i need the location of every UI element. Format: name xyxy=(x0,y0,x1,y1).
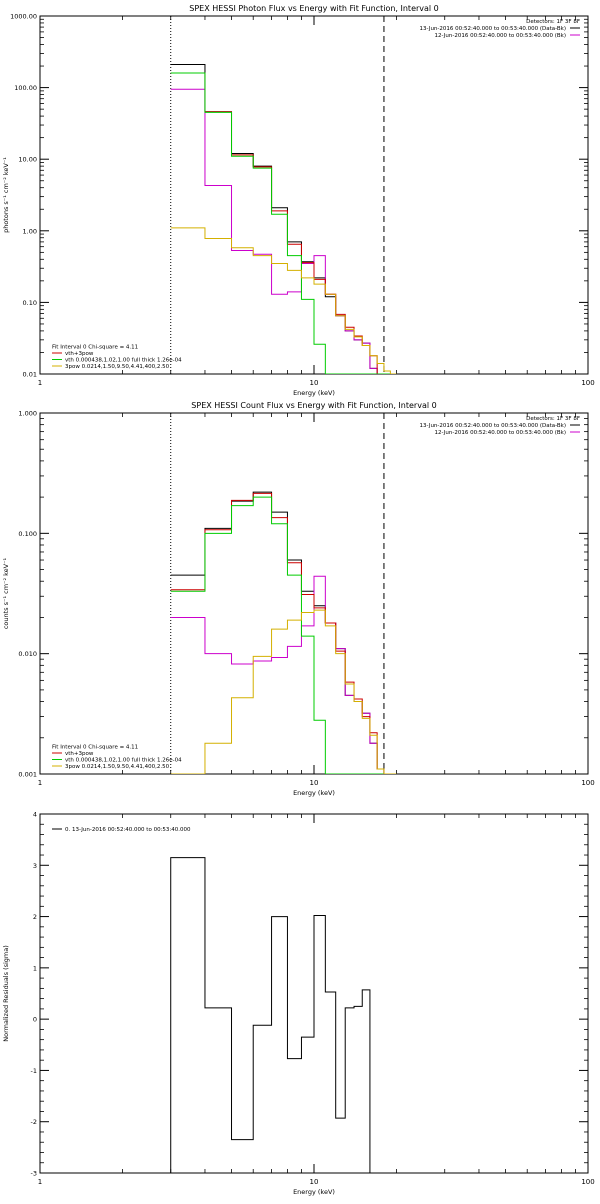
y-tick-label: -2 xyxy=(31,1118,37,1126)
y-tick-label: 0 xyxy=(33,1016,37,1024)
x-tick-label: 10 xyxy=(310,1178,319,1186)
y-tick-label: 0.10 xyxy=(23,299,37,307)
y-axis-label: counts s⁻¹ cm⁻² keV⁻¹ xyxy=(2,557,10,629)
series-group xyxy=(170,491,397,774)
y-tick-label: 0.010 xyxy=(18,650,37,658)
y-tick-label: 4 xyxy=(33,811,37,819)
x-tick-label: 1 xyxy=(38,379,42,387)
series-group xyxy=(170,857,384,1173)
legend-bottom-text: 3pow 0.0214,1.50,9.50,4.41,400,2.50 xyxy=(65,364,170,370)
y-axis-label: Normalized Residuals (sigma) xyxy=(2,945,10,1042)
series-3-line xyxy=(170,72,397,374)
legend-bottom-text: Fit Interval 0 Chi-square = 4.11 xyxy=(52,345,138,351)
x-tick-label: 100 xyxy=(581,779,594,787)
y-tick-label: 2 xyxy=(33,913,37,921)
y-tick-label: 0.01 xyxy=(23,371,37,379)
chart-title: SPEX HESSI Photon Flux vs Energy with Fi… xyxy=(189,4,439,13)
series-4-line xyxy=(170,227,397,374)
y-tick-label: 10.00 xyxy=(18,156,37,164)
x-tick-label: 100 xyxy=(581,1178,594,1186)
y-tick-label: 0.100 xyxy=(18,530,37,538)
y-tick-label: 1 xyxy=(33,964,37,972)
x-tick-label: 10 xyxy=(310,379,319,387)
y-tick-label: 0.001 xyxy=(18,771,37,779)
chart-panel-1: 1 10 100 0.01 0.10 1.00 10.00 100.00 1000.00 SPEX… xyxy=(2,4,595,397)
y-axis-label: photons s⁻¹ cm⁻² keV⁻¹ xyxy=(2,157,10,233)
legend-bottom-text: 3pow 0.0214,1.50,9.50,4.41,400,2.50 xyxy=(65,764,170,770)
legend-top-text: 13-Jun-2016 00:52:40.000 to 00:53:40.000… xyxy=(420,26,566,32)
chart-panel-3: 1 10 100 -3 -2 -1 0 1 2 3 4 Energy (keV) Normalized … xyxy=(2,811,595,1197)
series-4-line xyxy=(170,609,397,774)
legend-top-text: 13-Jun-2016 00:52:40.000 to 00:53:40.000… xyxy=(420,423,566,429)
x-axis-label: Energy (keV) xyxy=(293,789,335,797)
x-tick-label: 1 xyxy=(38,1178,42,1186)
chart-title: SPEX HESSI Count Flux vs Energy with Fit… xyxy=(191,401,436,410)
legend-top-text: 12-Jun-2016 00:52:40.000 to 00:53:40.000… xyxy=(434,430,566,436)
x-axis-label: Energy (keV) xyxy=(293,389,335,397)
legend-bottom-text: vth+3pow xyxy=(65,751,94,757)
series-3-line xyxy=(170,496,397,774)
legend-bottom-text: vth 0.000438,1.02,1.00 full thick 1.26e-… xyxy=(65,358,182,364)
x-tick-label: 100 xyxy=(581,379,594,387)
legend-top-text: 12-Jun-2016 00:52:40.000 to 00:53:40.000… xyxy=(434,33,566,39)
legend-text: 0. 13-Jun-2016 00:52:40.000 to 00:53:40.… xyxy=(65,827,191,833)
y-tick-label: 3 xyxy=(33,862,37,870)
y-tick-label: 1.000 xyxy=(18,410,37,418)
y-tick-label: -1 xyxy=(31,1067,37,1075)
legend-bottom-text: vth+3pow xyxy=(65,351,94,357)
x-tick-label: 1 xyxy=(38,779,42,787)
legend-top-text: Detectors: 1F 3F 8F xyxy=(526,19,580,25)
legend-top-text: Detectors: 1F 3F 8F xyxy=(526,416,580,422)
y-tick-label: -3 xyxy=(31,1170,37,1178)
series-group xyxy=(170,64,397,374)
legend-bottom-text: vth 0.000438,1.02,1.00 full thick 1.26e-… xyxy=(65,758,182,764)
y-tick-label: 100.00 xyxy=(14,84,37,92)
chart-panel-2: 1 10 100 0.001 0.010 0.100 1.000 SPEX HESSI Cou… xyxy=(2,401,595,797)
legend-bottom-text: Fit Interval 0 Chi-square = 4.11 xyxy=(52,745,138,751)
x-axis-label: Energy (keV) xyxy=(293,1188,335,1196)
series-0-line xyxy=(170,857,384,1173)
y-tick-label: 1.00 xyxy=(23,227,37,235)
y-tick-label: 1000.00 xyxy=(10,13,37,21)
x-tick-label: 10 xyxy=(310,779,319,787)
